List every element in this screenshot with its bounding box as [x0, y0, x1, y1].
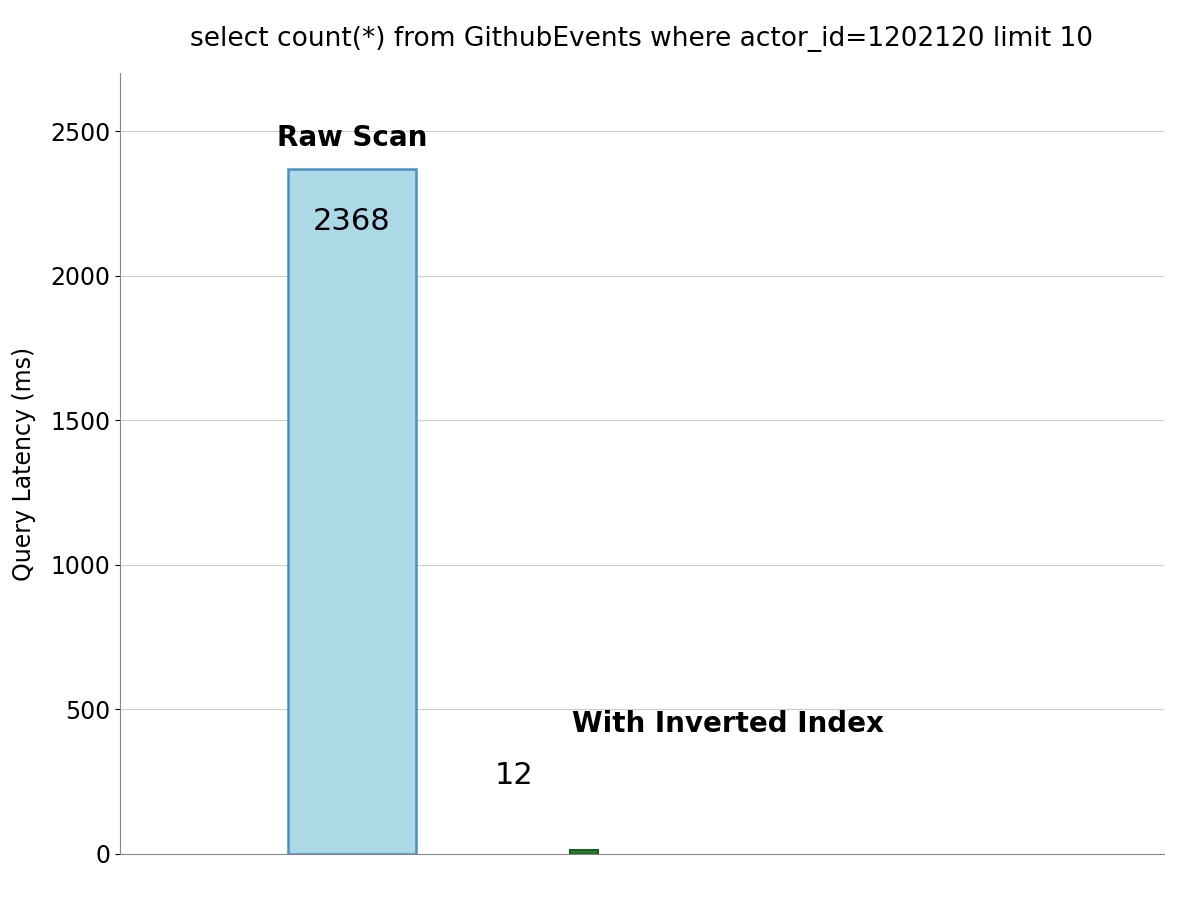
- Y-axis label: Query Latency (ms): Query Latency (ms): [12, 346, 36, 581]
- Title: select count(*) from GithubEvents where actor_id=1202120 limit 10: select count(*) from GithubEvents where …: [191, 26, 1093, 51]
- Text: 12: 12: [496, 761, 534, 790]
- Bar: [288, 170, 415, 854]
- Bar: [570, 850, 598, 854]
- Text: 2368: 2368: [313, 207, 391, 236]
- Text: With Inverted Index: With Inverted Index: [572, 711, 884, 738]
- Text: Raw Scan: Raw Scan: [277, 124, 427, 152]
